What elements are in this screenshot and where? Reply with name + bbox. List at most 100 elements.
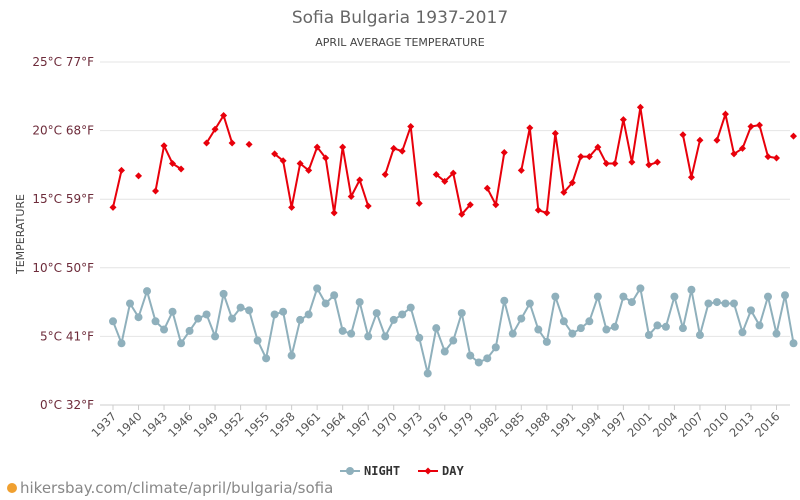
point bbox=[610, 322, 619, 331]
point bbox=[619, 116, 627, 124]
point bbox=[381, 332, 390, 341]
point bbox=[211, 332, 220, 341]
point bbox=[525, 299, 534, 308]
point bbox=[415, 333, 424, 342]
point bbox=[415, 199, 423, 207]
point bbox=[772, 154, 780, 162]
y-tick-label: 5°C 41°F bbox=[40, 329, 94, 343]
point bbox=[712, 298, 721, 307]
point bbox=[790, 132, 798, 140]
point bbox=[296, 160, 304, 168]
y-tick-label: 25°C 77°F bbox=[32, 55, 94, 69]
point bbox=[449, 169, 457, 177]
legend-label: NIGHT bbox=[364, 464, 400, 478]
point bbox=[585, 153, 593, 161]
point bbox=[730, 150, 738, 158]
point bbox=[338, 326, 347, 335]
point bbox=[245, 306, 254, 315]
point bbox=[755, 321, 764, 330]
point bbox=[593, 292, 602, 301]
x-tick-label: 1967 bbox=[344, 409, 375, 440]
point bbox=[763, 292, 772, 301]
point bbox=[185, 326, 194, 335]
point bbox=[322, 154, 330, 162]
location-icon bbox=[7, 483, 17, 493]
point bbox=[704, 299, 713, 308]
point bbox=[466, 351, 475, 360]
point bbox=[534, 325, 543, 334]
point bbox=[330, 209, 338, 217]
point bbox=[729, 299, 738, 308]
point bbox=[389, 315, 398, 324]
point bbox=[543, 209, 551, 217]
point bbox=[458, 210, 466, 218]
point bbox=[645, 161, 653, 169]
x-tick-label: 2001 bbox=[624, 409, 655, 440]
point bbox=[236, 303, 245, 312]
point bbox=[423, 369, 432, 378]
point bbox=[508, 329, 517, 338]
series-line bbox=[113, 107, 794, 214]
x-tick-label: 2004 bbox=[650, 409, 681, 440]
point bbox=[517, 166, 525, 174]
point bbox=[483, 184, 491, 192]
point bbox=[228, 139, 236, 147]
point bbox=[551, 292, 560, 301]
x-tick-label: 1988 bbox=[522, 409, 553, 440]
point bbox=[304, 310, 313, 319]
series-line bbox=[112, 285, 795, 374]
point bbox=[203, 139, 211, 147]
point bbox=[560, 188, 568, 196]
x-tick-label: 1937 bbox=[89, 409, 120, 440]
point bbox=[271, 150, 279, 158]
point bbox=[194, 314, 203, 323]
x-tick-label: 1940 bbox=[114, 409, 145, 440]
y-tick-label: 20°C 68°F bbox=[32, 124, 94, 138]
point bbox=[117, 339, 126, 348]
point bbox=[483, 354, 492, 363]
point bbox=[636, 103, 644, 111]
point bbox=[109, 317, 117, 326]
x-tick-label: 1961 bbox=[293, 409, 324, 440]
point bbox=[288, 203, 296, 211]
point bbox=[772, 329, 781, 338]
point bbox=[534, 206, 542, 214]
point bbox=[789, 339, 798, 348]
point bbox=[134, 313, 143, 322]
point bbox=[126, 299, 135, 308]
legend-label: DAY bbox=[442, 464, 464, 478]
legend-marker bbox=[424, 467, 432, 475]
point bbox=[644, 331, 653, 340]
point bbox=[109, 203, 117, 211]
point bbox=[253, 336, 262, 345]
point bbox=[279, 157, 287, 165]
point bbox=[721, 110, 729, 118]
point bbox=[339, 143, 347, 151]
point bbox=[559, 317, 568, 326]
point bbox=[687, 285, 696, 294]
x-tick-label: 2013 bbox=[726, 409, 757, 440]
point bbox=[500, 149, 508, 157]
x-tick-label: 1991 bbox=[548, 409, 579, 440]
point bbox=[517, 314, 526, 323]
point bbox=[764, 153, 772, 161]
point bbox=[347, 192, 355, 200]
point bbox=[440, 347, 449, 356]
point bbox=[713, 136, 721, 144]
point bbox=[406, 303, 415, 312]
point bbox=[636, 284, 645, 293]
chart-title: Sofia Bulgaria 1937-2017 bbox=[292, 8, 508, 28]
point bbox=[542, 337, 551, 346]
point bbox=[746, 306, 755, 315]
point bbox=[576, 324, 585, 333]
point bbox=[457, 309, 466, 318]
point bbox=[627, 298, 636, 307]
point bbox=[372, 309, 381, 318]
point bbox=[432, 171, 440, 179]
point bbox=[118, 166, 126, 174]
point bbox=[492, 201, 500, 209]
x-tick-label: 1976 bbox=[420, 409, 451, 440]
point bbox=[313, 143, 321, 151]
point bbox=[151, 317, 160, 326]
